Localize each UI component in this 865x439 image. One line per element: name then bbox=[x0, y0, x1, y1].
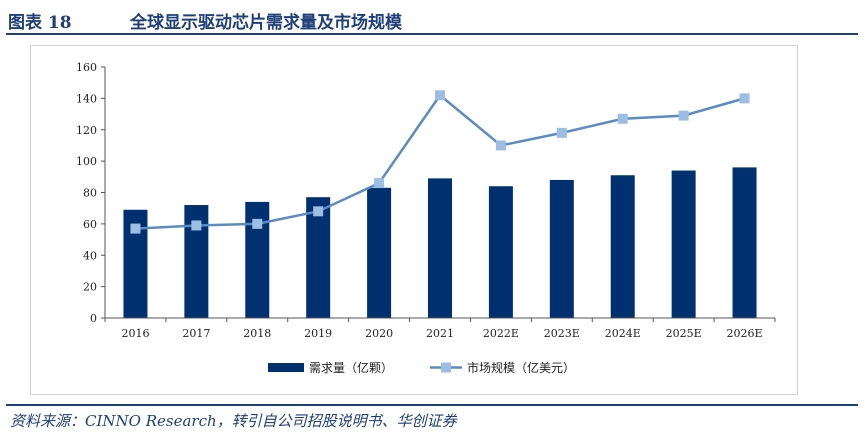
source-note: 资料来源：CINNO Research，转引自公司招股说明书、华创证券 bbox=[10, 412, 457, 430]
line-point bbox=[495, 140, 506, 151]
bar bbox=[428, 178, 452, 318]
line-point bbox=[252, 218, 263, 229]
legend-label-line: 市场规模（亿美元） bbox=[467, 360, 575, 375]
x-tick-label: 2024E bbox=[605, 327, 641, 340]
y-tick-label: 80 bbox=[83, 187, 97, 200]
y-tick-label: 100 bbox=[76, 155, 97, 168]
line-series bbox=[130, 90, 750, 234]
x-axis: 2016 2017 2018 2019 2020 2021 2022E 2023E 2024E 2… bbox=[104, 317, 776, 340]
bar bbox=[671, 170, 696, 318]
top-divider bbox=[6, 33, 858, 35]
y-tick-label: 120 bbox=[76, 124, 97, 137]
x-tick-label: 2019 bbox=[304, 327, 332, 340]
bar bbox=[610, 175, 635, 318]
line-point bbox=[313, 206, 324, 217]
bar bbox=[488, 186, 513, 318]
figure-header: 图表 18 全球显示驱动芯片需求量及市场规模 bbox=[8, 6, 858, 34]
figure-title: 全球显示驱动芯片需求量及市场规模 bbox=[130, 13, 402, 33]
bar-series bbox=[123, 167, 757, 318]
bar bbox=[732, 167, 757, 318]
line-point bbox=[617, 113, 628, 124]
line-point bbox=[435, 90, 445, 101]
legend-marker bbox=[441, 362, 451, 373]
legend-swatch-bar bbox=[268, 363, 304, 372]
y-tick-label: 140 bbox=[76, 92, 97, 105]
bottom-divider bbox=[6, 404, 858, 406]
bar bbox=[245, 201, 270, 318]
x-tick-label: 2020 bbox=[365, 327, 393, 340]
chart-frame bbox=[30, 45, 798, 395]
x-tick-label: 2023E bbox=[544, 327, 580, 340]
y-tick-label: 0 bbox=[90, 312, 97, 325]
line-point bbox=[556, 127, 567, 138]
y-tick-label: 160 bbox=[76, 61, 97, 74]
legend: 需求量（亿颗） 市场规模（亿美元） bbox=[268, 360, 575, 375]
legend-label-bar: 需求量（亿颗） bbox=[309, 360, 393, 375]
bar bbox=[306, 197, 331, 318]
x-tick-label: 2016 bbox=[121, 327, 149, 340]
figure-label: 图表 18 bbox=[8, 13, 72, 33]
bar bbox=[367, 187, 392, 318]
line-point bbox=[374, 178, 385, 189]
x-tick-label: 2026E bbox=[727, 327, 763, 340]
line-point bbox=[191, 220, 202, 231]
x-tick-label: 2017 bbox=[182, 327, 210, 340]
x-tick-label: 2021 bbox=[426, 327, 454, 340]
x-tick-label: 2025E bbox=[666, 327, 702, 340]
x-tick-label: 2022E bbox=[483, 327, 519, 340]
line-point bbox=[130, 223, 141, 234]
y-tick-label: 60 bbox=[83, 218, 97, 231]
x-tick-label: 2018 bbox=[243, 327, 271, 340]
y-tick-label: 40 bbox=[83, 249, 97, 262]
line-point bbox=[739, 93, 750, 104]
y-tick-label: 20 bbox=[83, 281, 97, 294]
bar bbox=[549, 179, 574, 318]
y-axis: 0 20 40 60 80 100 120 140 160 bbox=[76, 61, 106, 325]
line-point bbox=[678, 110, 689, 121]
